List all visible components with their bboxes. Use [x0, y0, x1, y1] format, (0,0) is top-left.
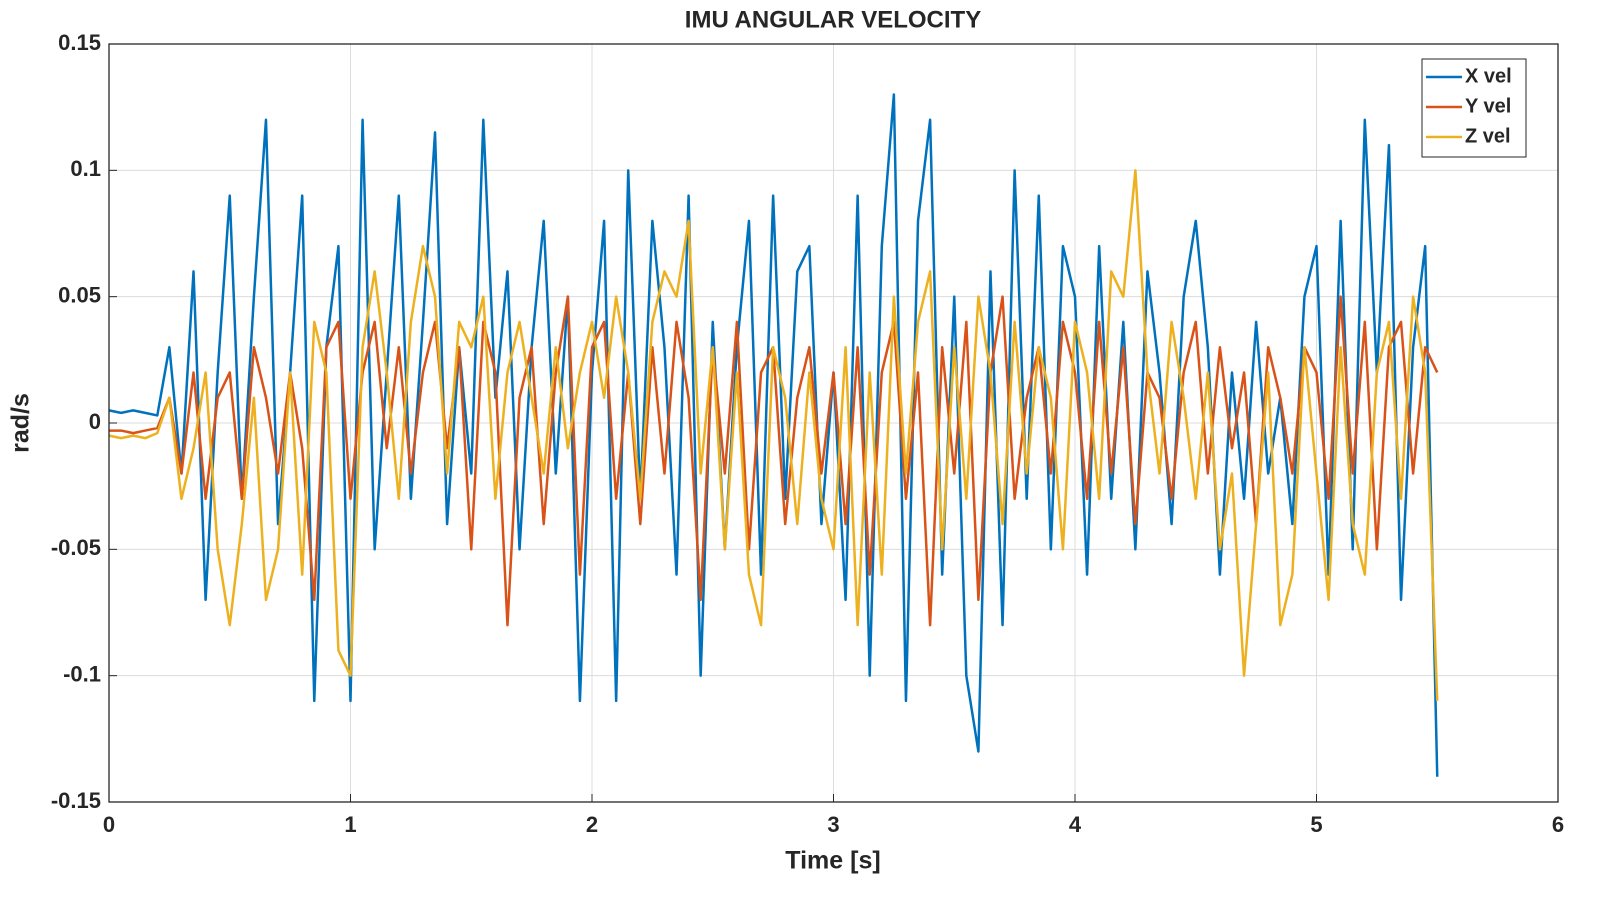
x-tick-label: 2 — [586, 812, 598, 837]
y-tick-label: 0.05 — [58, 282, 101, 307]
legend-label: Y vel — [1465, 95, 1511, 117]
x-tick-label: 3 — [827, 812, 839, 837]
y-tick-label: -0.1 — [63, 661, 101, 686]
series-line — [108, 169, 1439, 701]
x-axis-label: Time [s] — [785, 847, 880, 875]
axes-box — [108, 43, 1559, 803]
y-axis-label: rad/s — [7, 393, 35, 453]
chart-title: IMU ANGULAR VELOCITY — [685, 6, 981, 33]
legend: X vel Y vel Z vel — [1421, 58, 1527, 158]
x-tick-label: 0 — [103, 812, 115, 837]
x-tick-label: 1 — [344, 812, 356, 837]
x-tick-label: 4 — [1069, 812, 1082, 837]
legend-box — [1421, 58, 1527, 158]
legend-label: Z vel — [1465, 125, 1511, 147]
y-tick-label: -0.05 — [51, 535, 101, 560]
legend-label: X vel — [1465, 65, 1512, 87]
y-tick-label: 0.15 — [58, 30, 101, 55]
x-tick-label: 5 — [1310, 812, 1322, 837]
y-tick-label: 0 — [89, 409, 101, 434]
y-tick-label: 0.1 — [70, 156, 101, 181]
x-tick-label: 6 — [1552, 812, 1564, 837]
y-tick-label: -0.15 — [51, 788, 101, 813]
